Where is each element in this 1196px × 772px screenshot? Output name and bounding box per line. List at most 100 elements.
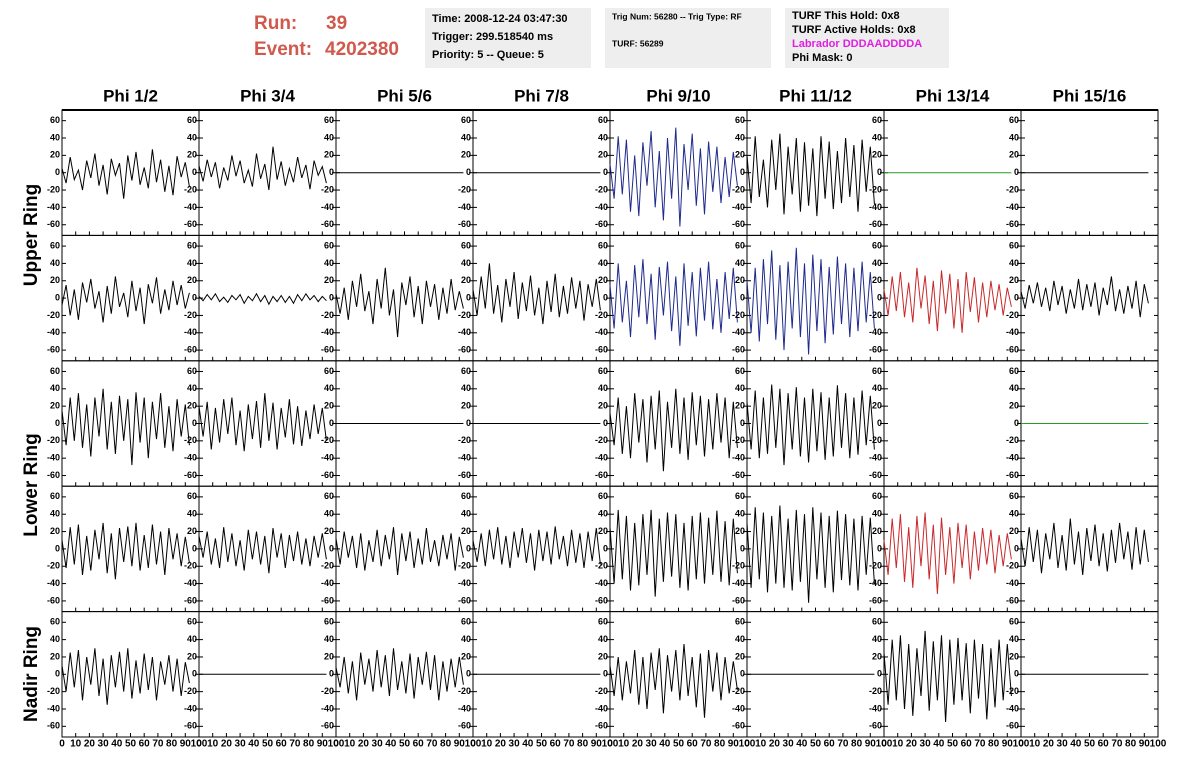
- x-tick-label: 100: [328, 739, 345, 750]
- x-tick-label: 100: [1150, 739, 1167, 750]
- y-tick-label: 40: [187, 258, 197, 268]
- y-tick-label: -20: [184, 310, 197, 320]
- x-tick-label: 40: [248, 739, 260, 750]
- y-tick-label: 20: [1009, 401, 1019, 411]
- y-tick-label: 40: [735, 509, 745, 519]
- y-tick-label: 0: [877, 292, 882, 302]
- y-tick-label: -20: [595, 310, 608, 320]
- y-tick-label: -40: [1006, 453, 1019, 463]
- y-tick-label: 60: [735, 617, 745, 627]
- y-tick-label: 20: [735, 401, 745, 411]
- y-tick-label: -20: [1006, 435, 1019, 445]
- y-tick-label: -20: [458, 184, 471, 194]
- y-tick-label: -20: [184, 184, 197, 194]
- y-tick-label: -60: [732, 721, 745, 731]
- x-tick-label: 90: [728, 739, 740, 750]
- y-tick-label: 60: [187, 491, 197, 501]
- info-text: Phi Mask: 0: [792, 52, 853, 64]
- x-tick-label: 100: [465, 739, 482, 750]
- y-tick-label: -20: [1006, 686, 1019, 696]
- x-tick-label: 0: [1018, 739, 1024, 750]
- y-tick-label: 20: [872, 401, 882, 411]
- info-box: [785, 8, 949, 68]
- y-tick-label: -60: [1006, 345, 1019, 355]
- y-tick-label: 60: [324, 366, 334, 376]
- x-tick-label: 0: [59, 739, 65, 750]
- waveform: [61, 388, 190, 466]
- panel-frame: [61, 360, 200, 487]
- x-tick-label: 30: [98, 739, 110, 750]
- x-tick-label: 0: [607, 739, 613, 750]
- y-tick-label: 60: [1009, 115, 1019, 125]
- y-tick-label: -60: [732, 595, 745, 605]
- x-tick-label: 90: [591, 739, 603, 750]
- x-tick-label: 20: [769, 739, 781, 750]
- y-tick-label: 60: [598, 366, 608, 376]
- y-tick-label: -20: [321, 310, 334, 320]
- y-tick-label: -40: [1006, 327, 1019, 337]
- x-tick-label: 10: [755, 739, 767, 750]
- x-tick-label: 40: [1070, 739, 1082, 750]
- y-tick-label: 40: [50, 509, 60, 519]
- panel-frame: [883, 611, 1022, 738]
- y-tick-label: -60: [47, 470, 60, 480]
- y-tick-label: -40: [595, 453, 608, 463]
- x-tick-label: 30: [509, 739, 521, 750]
- x-tick-label: 0: [744, 739, 750, 750]
- y-tick-label: -60: [595, 595, 608, 605]
- panel-frame: [335, 611, 474, 738]
- y-tick-label: -60: [321, 595, 334, 605]
- y-tick-label: 20: [50, 401, 60, 411]
- y-tick-label: 20: [735, 275, 745, 285]
- x-tick-label: 0: [470, 739, 476, 750]
- x-tick-label: 50: [262, 739, 274, 750]
- y-tick-label: 40: [735, 634, 745, 644]
- y-tick-label: 60: [50, 491, 60, 501]
- y-tick-label: 40: [598, 258, 608, 268]
- x-tick-label: 100: [739, 739, 756, 750]
- y-tick-label: 60: [1009, 617, 1019, 627]
- panel-frame: [746, 109, 885, 236]
- y-tick-label: -60: [184, 345, 197, 355]
- x-tick-label: 20: [221, 739, 233, 750]
- waveform: [1020, 518, 1149, 575]
- y-tick-label: 0: [466, 167, 471, 177]
- x-tick-label: 100: [191, 739, 208, 750]
- x-tick-label: 20: [906, 739, 918, 750]
- y-tick-label: -40: [869, 578, 882, 588]
- x-tick-label: 100: [876, 739, 893, 750]
- y-tick-label: -20: [458, 435, 471, 445]
- y-tick-label: -20: [869, 184, 882, 194]
- y-tick-label: 0: [329, 418, 334, 428]
- x-tick-label: 80: [851, 739, 863, 750]
- y-tick-label: 40: [872, 634, 882, 644]
- y-tick-label: -60: [458, 595, 471, 605]
- y-tick-label: 20: [50, 526, 60, 536]
- waveform: [883, 267, 1012, 333]
- y-tick-label: 20: [1009, 275, 1019, 285]
- row-label: Lower Ring: [21, 433, 42, 536]
- y-tick-label: 0: [466, 292, 471, 302]
- y-tick-label: 40: [598, 634, 608, 644]
- x-tick-label: 70: [974, 739, 986, 750]
- y-tick-label: 20: [735, 150, 745, 160]
- x-tick-label: 50: [810, 739, 822, 750]
- y-tick-label: -40: [321, 202, 334, 212]
- x-tick-label: 60: [687, 739, 699, 750]
- y-tick-label: 0: [192, 167, 197, 177]
- x-tick-label: 50: [399, 739, 411, 750]
- waveform: [472, 526, 601, 571]
- y-tick-label: 60: [598, 491, 608, 501]
- x-tick-label: 40: [522, 739, 534, 750]
- y-tick-label: 0: [603, 543, 608, 553]
- info-text: Labrador DDDAADDDDA: [792, 38, 922, 50]
- y-tick-label: -60: [595, 470, 608, 480]
- waveform: [609, 127, 738, 227]
- y-tick-label: -20: [321, 686, 334, 696]
- x-tick-label: 80: [166, 739, 178, 750]
- y-tick-label: -20: [595, 561, 608, 571]
- y-tick-label: 0: [877, 543, 882, 553]
- waveform: [61, 276, 190, 325]
- y-tick-label: 20: [324, 275, 334, 285]
- y-tick-label: 40: [1009, 132, 1019, 142]
